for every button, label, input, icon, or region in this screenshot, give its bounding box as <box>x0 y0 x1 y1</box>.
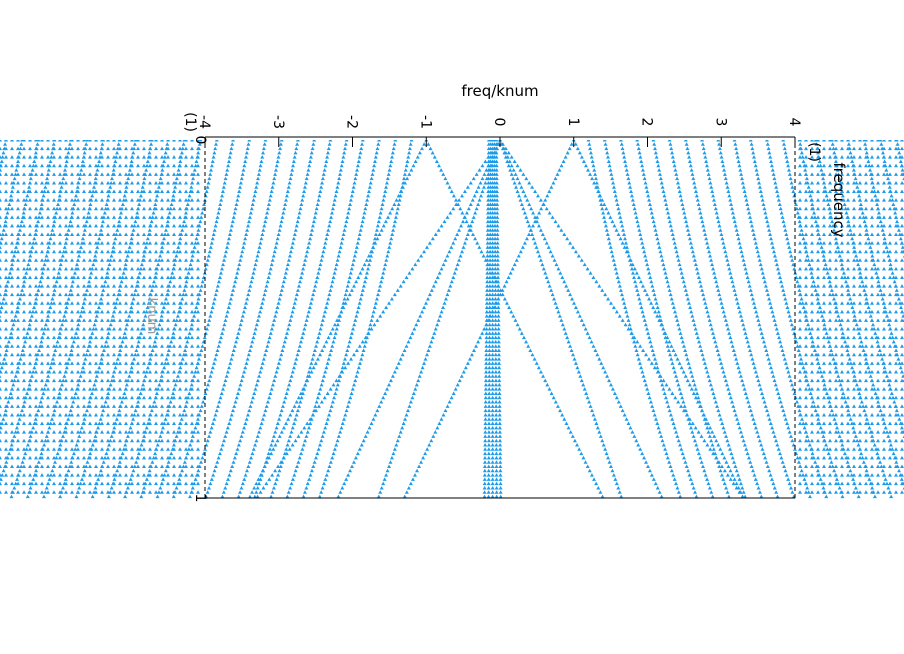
top-tick-label: 2 <box>639 118 655 127</box>
left-tick-label: 1 <box>192 494 208 503</box>
top-tick-label: 1 <box>565 118 581 127</box>
top-axis-ticks: -4 -3 -2 -1 0 1 2 3 4 <box>196 115 802 147</box>
right-axis-title: frequency <box>830 162 848 237</box>
top-tick-label: -4 <box>196 115 212 129</box>
data-points <box>0 140 904 499</box>
left-axis-ticks: 01 <box>192 136 208 503</box>
series-mode-pair-4 <box>247 140 605 499</box>
left-axis-title: knum <box>144 298 159 335</box>
right-axis-unit: (1) <box>806 142 822 162</box>
top-tick-label: -3 <box>270 115 286 129</box>
top-tick-label: 0 <box>491 118 507 127</box>
series-edge-rows <box>0 140 904 494</box>
top-axis-title: freq/knum <box>461 82 538 100</box>
axes: -4 -3 -2 -1 0 1 2 3 4 01 <box>192 115 802 502</box>
top-axis-end-label: (1) <box>182 112 198 132</box>
top-tick-label: 3 <box>712 118 728 127</box>
top-tick-label: 4 <box>786 118 802 127</box>
top-tick-label: -1 <box>417 115 433 129</box>
left-tick-label: 0 <box>192 136 208 145</box>
series-mode-pair-5 <box>402 140 745 499</box>
series-central-band <box>482 140 503 499</box>
top-tick-label: -2 <box>344 115 360 129</box>
